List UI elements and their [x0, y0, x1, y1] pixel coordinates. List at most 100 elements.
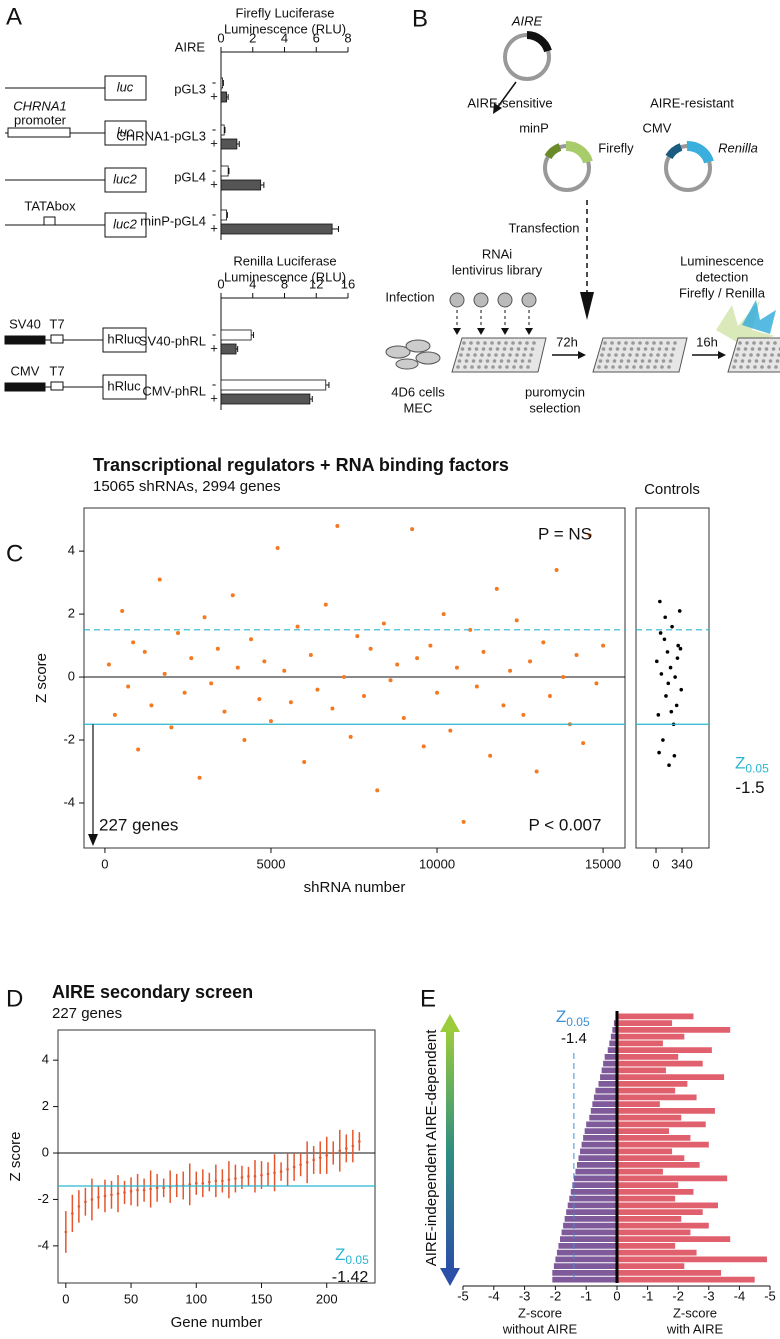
point [318, 1156, 322, 1159]
bar [617, 1121, 706, 1128]
bar [578, 1155, 617, 1161]
well [754, 359, 759, 363]
bar [555, 1256, 617, 1263]
point [162, 671, 167, 676]
bar [617, 1243, 676, 1249]
point [361, 693, 366, 698]
series-label: - [212, 206, 216, 221]
z-subscript: 0.05 [566, 1015, 590, 1029]
point [474, 684, 479, 689]
point [235, 665, 240, 670]
bar [617, 1054, 679, 1060]
well [600, 353, 604, 357]
well [502, 347, 507, 351]
bar [556, 1249, 617, 1256]
category-label: SV40-phRL [139, 333, 206, 348]
bar [617, 1195, 676, 1202]
point [129, 1190, 133, 1193]
bar [617, 1108, 715, 1114]
well [733, 359, 738, 363]
gene-label: luc [117, 124, 134, 139]
well [732, 365, 736, 369]
point [323, 602, 328, 607]
well [756, 353, 760, 357]
well [492, 359, 497, 363]
well [626, 359, 631, 363]
y-tick-label: 2 [42, 1098, 49, 1113]
diagram-label: lentivirus library [452, 262, 543, 277]
x-tick-label: -1 [642, 1288, 654, 1303]
well [487, 353, 491, 357]
z-subscript: 0.05 [745, 761, 769, 775]
well [650, 347, 655, 351]
point [662, 637, 667, 642]
chart-title: AIRE secondary screen [52, 982, 253, 1002]
x-tick-label: 4 [249, 276, 256, 291]
chart-subtitle: 15065 shRNAs, 2994 genes [93, 478, 281, 495]
bar [220, 393, 311, 405]
well [770, 353, 774, 357]
well [668, 359, 673, 363]
plate [727, 337, 780, 373]
point [676, 643, 680, 648]
point [77, 1205, 81, 1208]
bar [617, 1060, 703, 1067]
point [305, 1161, 309, 1164]
well [646, 365, 650, 369]
bar [220, 209, 227, 221]
arrow-head [501, 328, 509, 335]
point [253, 1174, 257, 1178]
point [657, 750, 661, 755]
point [215, 646, 220, 651]
well [476, 341, 480, 345]
point [240, 1176, 244, 1179]
well [608, 347, 613, 351]
point [126, 684, 131, 689]
plate [592, 337, 688, 373]
well [673, 341, 677, 345]
point [227, 1178, 231, 1182]
well [761, 359, 766, 363]
well [483, 341, 487, 345]
point [136, 747, 141, 752]
bar [617, 1202, 718, 1209]
point [110, 1193, 113, 1197]
diagram-label: 4D6 cells [391, 384, 445, 399]
series-label: + [210, 340, 218, 355]
bar [617, 1141, 709, 1148]
x-tick-label: 8 [281, 276, 288, 291]
bar [617, 1074, 725, 1080]
bar [560, 1236, 617, 1242]
threshold-label: Z0.05 [735, 754, 769, 776]
annotation: P = NS [538, 524, 592, 543]
bar [576, 1162, 617, 1168]
bar [610, 1033, 617, 1040]
point [169, 725, 174, 730]
well [659, 341, 663, 345]
bar [617, 1236, 731, 1242]
t7-label: T7 [49, 363, 64, 378]
point [234, 1177, 237, 1180]
point [149, 1187, 152, 1191]
y-tick-label: 0 [68, 668, 75, 683]
y-axis-label: Z score [33, 653, 50, 703]
well [477, 365, 481, 369]
point [214, 1179, 218, 1183]
point [209, 681, 214, 686]
axis-label: Z-score [518, 1305, 562, 1320]
point [345, 1147, 348, 1150]
point [674, 703, 679, 708]
well [495, 347, 500, 351]
well [498, 365, 502, 369]
well [638, 341, 642, 345]
point [501, 703, 506, 708]
bar [220, 91, 227, 103]
point [421, 744, 426, 749]
x-tick-label: 0 [217, 276, 224, 291]
bar [617, 1148, 673, 1155]
axis-title: Firefly Luciferase [236, 5, 335, 20]
point [508, 668, 513, 673]
diagram-label: 16h [696, 334, 718, 349]
bar [572, 1182, 617, 1188]
well [617, 341, 621, 345]
